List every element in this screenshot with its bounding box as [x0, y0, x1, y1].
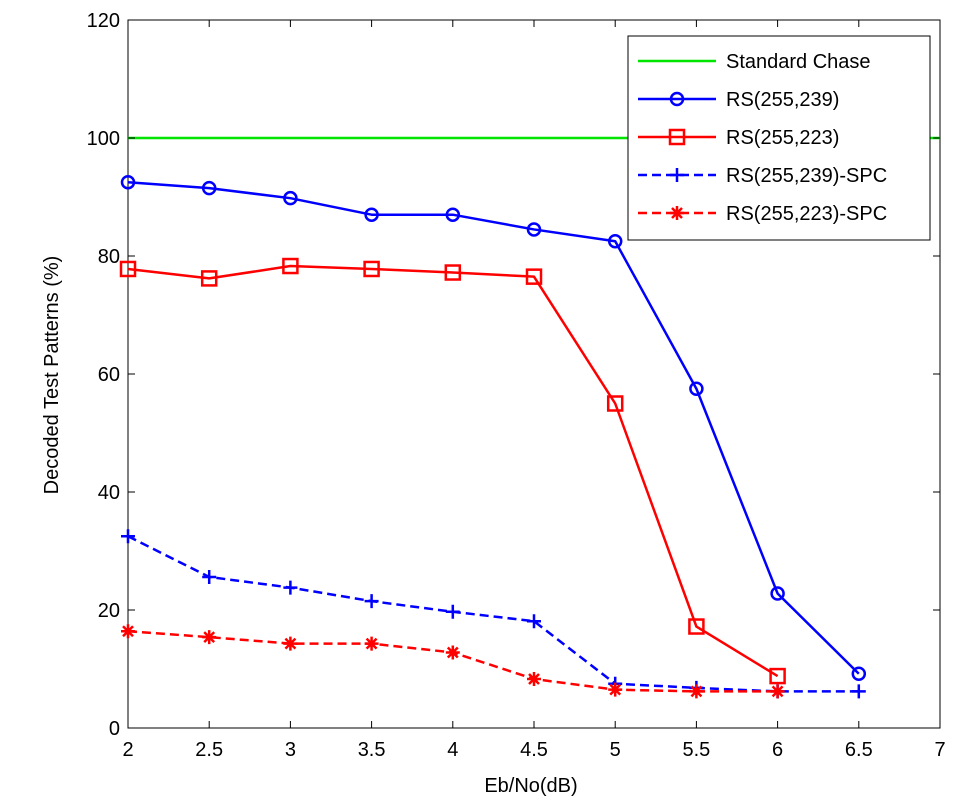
y-tick-label: 0 — [109, 718, 120, 740]
data-point — [608, 682, 623, 697]
data-point — [689, 381, 704, 396]
data-point — [363, 260, 380, 278]
legend-label: RS(255,223) — [726, 127, 839, 149]
legend-marker — [670, 206, 684, 220]
legend-marker — [669, 91, 685, 107]
series-line — [127, 535, 859, 693]
data-point — [364, 636, 379, 651]
x-tick-label: 2 — [122, 739, 133, 761]
x-tick-label: 2.5 — [195, 739, 223, 761]
x-tick-label: 3 — [285, 739, 296, 761]
x-tick-label: 5 — [610, 739, 621, 761]
x-tick-label: 6.5 — [845, 739, 873, 761]
data-point — [121, 529, 135, 544]
data-point — [364, 207, 379, 222]
data-point — [769, 667, 786, 685]
data-point — [445, 645, 460, 660]
y-tick-label: 80 — [98, 246, 120, 268]
legend-label: RS(255,239) — [726, 89, 839, 111]
data-point — [445, 604, 460, 619]
data-point — [851, 684, 866, 699]
data-point — [444, 264, 462, 281]
legend-label: RS(255,223)-SPC — [726, 203, 887, 225]
data-point — [527, 672, 541, 687]
legend-marker — [668, 128, 686, 146]
x-tick-label: 4 — [447, 739, 458, 761]
series-line — [127, 181, 860, 675]
y-tick-label: 60 — [98, 364, 120, 386]
data-point — [283, 636, 298, 651]
legend-label: Standard Chase — [726, 51, 871, 73]
legend-label: RS(255,239)-SPC — [726, 165, 887, 187]
data-point — [202, 569, 217, 584]
data-point — [283, 580, 298, 595]
series-line — [127, 264, 779, 678]
data-point — [525, 268, 543, 285]
data-point — [121, 624, 135, 639]
data-point — [120, 175, 136, 190]
series-2 — [119, 257, 786, 685]
x-axis-title: Eb/No(dB) — [484, 775, 577, 797]
series-1 — [120, 175, 867, 681]
data-point — [445, 207, 461, 222]
data-point — [119, 260, 137, 278]
data-point — [200, 270, 218, 287]
data-point — [689, 684, 704, 699]
y-tick-label: 100 — [87, 128, 120, 150]
x-tick-label: 7 — [934, 739, 945, 761]
legend: Standard Chase RS(255,239) RS(255,223) RS(2… — [627, 35, 931, 241]
y-axis-title: Decoded Test Patterns (%) — [41, 256, 63, 495]
data-point — [282, 257, 299, 275]
data-point — [688, 618, 705, 635]
data-point — [606, 395, 624, 412]
legend-item: Standard Chase — [638, 51, 871, 73]
y-tick-label: 120 — [87, 10, 120, 32]
data-point — [201, 180, 217, 196]
legend-item: RS(255,239) — [638, 89, 839, 111]
data-point — [283, 190, 298, 206]
data-point — [770, 684, 785, 699]
y-tick-label: 40 — [98, 482, 120, 504]
ticks-layer: 2 2.5 3 3.5 4 4.5 5 5.5 6 6.5 7 0 20 40 60 80 100 120 — [87, 10, 946, 761]
x-tick-label: 5.5 — [682, 739, 710, 761]
legend-item: RS(255,239)-SPC — [638, 165, 887, 187]
x-tick-label: 6 — [772, 739, 783, 761]
data-point — [527, 614, 541, 629]
data-point — [851, 666, 867, 681]
data-point — [526, 222, 542, 237]
x-tick-label: 4.5 — [520, 739, 548, 761]
y-tick-label: 20 — [98, 600, 120, 622]
x-tick-label: 3.5 — [358, 739, 386, 761]
data-point — [202, 630, 217, 645]
series-4 — [121, 624, 785, 699]
data-point — [364, 594, 379, 609]
legend-item: RS(255,223)-SPC — [638, 203, 887, 225]
legend-marker — [670, 168, 684, 182]
series-layer — [119, 136, 940, 699]
legend-item: RS(255,223) — [638, 127, 839, 149]
data-point — [770, 586, 785, 601]
data-point — [607, 234, 623, 249]
